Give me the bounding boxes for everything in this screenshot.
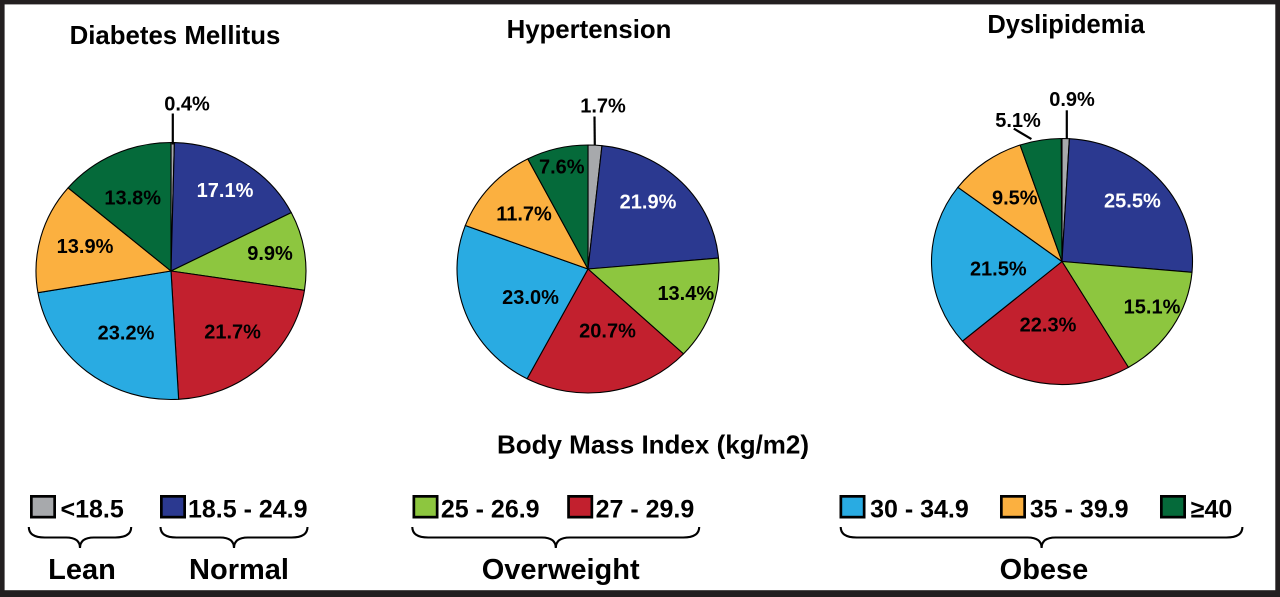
- svg-text:Lean: Lean: [48, 554, 116, 586]
- svg-text:0.4%: 0.4%: [164, 93, 210, 115]
- svg-text:25.5%: 25.5%: [1104, 190, 1161, 212]
- svg-text:13.4%: 13.4%: [657, 283, 714, 305]
- svg-text:17.1%: 17.1%: [197, 180, 254, 202]
- svg-text:Hypertension: Hypertension: [507, 16, 672, 44]
- svg-text:9.9%: 9.9%: [247, 243, 293, 265]
- svg-text:0.9%: 0.9%: [1049, 89, 1095, 111]
- svg-text:23.2%: 23.2%: [98, 323, 155, 345]
- svg-text:23.0%: 23.0%: [502, 287, 559, 309]
- svg-text:Obese: Obese: [1000, 554, 1089, 586]
- svg-text:Overweight: Overweight: [482, 554, 640, 586]
- svg-text:Body Mass Index (kg/m2): Body Mass Index (kg/m2): [497, 429, 809, 459]
- svg-text:21.5%: 21.5%: [970, 259, 1027, 281]
- svg-text:<18.5: <18.5: [61, 496, 124, 524]
- svg-text:35 - 39.9: 35 - 39.9: [1030, 496, 1129, 524]
- svg-text:Dyslipidemia: Dyslipidemia: [987, 11, 1145, 39]
- svg-text:Diabetes Mellitus: Diabetes Mellitus: [70, 22, 281, 50]
- svg-text:21.9%: 21.9%: [620, 191, 677, 213]
- svg-text:15.1%: 15.1%: [1124, 297, 1181, 319]
- svg-text:21.7%: 21.7%: [204, 322, 261, 344]
- svg-text:9.5%: 9.5%: [992, 188, 1038, 210]
- svg-text:11.7%: 11.7%: [496, 204, 552, 226]
- svg-text:22.3%: 22.3%: [1020, 315, 1077, 337]
- svg-text:1.7%: 1.7%: [580, 96, 626, 118]
- svg-text:13.9%: 13.9%: [57, 236, 114, 258]
- svg-text:18.5 - 24.9: 18.5 - 24.9: [188, 496, 308, 524]
- svg-text:30 - 34.9: 30 - 34.9: [870, 496, 969, 524]
- svg-text:Normal: Normal: [189, 554, 289, 586]
- svg-text:7.6%: 7.6%: [539, 157, 585, 179]
- svg-text:13.8%: 13.8%: [104, 188, 161, 210]
- svg-text:20.7%: 20.7%: [579, 321, 636, 343]
- svg-text:25 - 26.9: 25 - 26.9: [441, 496, 540, 524]
- svg-text:5.1%: 5.1%: [995, 110, 1041, 132]
- svg-text:27 - 29.9: 27 - 29.9: [596, 496, 695, 524]
- svg-text:≥40: ≥40: [1191, 496, 1233, 524]
